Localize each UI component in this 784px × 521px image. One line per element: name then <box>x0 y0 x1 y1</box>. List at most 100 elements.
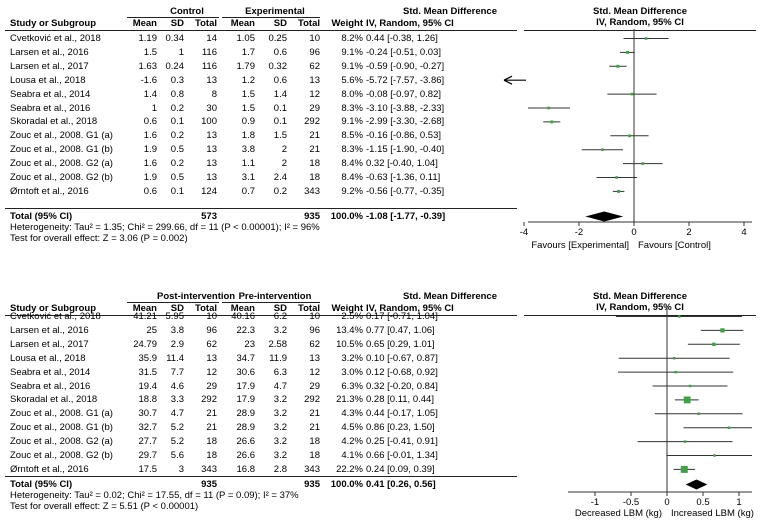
weight-value: 9.2% <box>341 185 363 197</box>
study-name: Cvetković et al., 2018 <box>10 33 101 44</box>
cell-value: 23 <box>244 338 255 350</box>
cell-value: 292 <box>304 116 320 128</box>
ci-value: 0.44 [-0.38, 1.26] <box>366 33 438 44</box>
ci-value: -0.56 [-0.77, -0.35] <box>366 185 445 197</box>
weight-value: 4.2% <box>341 436 363 448</box>
cell-value: 1.6 <box>143 158 157 170</box>
cell-value: 0.34 <box>165 33 185 44</box>
cell-value: 0.9 <box>241 116 255 128</box>
ci-value: 0.77 [0.47, 1.06] <box>366 324 435 336</box>
group-header-left: Post-intervention <box>157 291 236 302</box>
study-name: Seabra et al., 2016 <box>10 102 91 114</box>
ci-value: -0.24 [-0.51, 0.03] <box>366 46 441 58</box>
ci-value: 0.44 [-0.17, 1.05] <box>366 408 438 420</box>
ci-value: -0.08 [-0.97, 0.82] <box>366 88 441 100</box>
point-estimate <box>713 454 716 457</box>
cell-value: 16.8 <box>236 463 256 475</box>
column-header: Mean <box>132 18 157 29</box>
cell-value: 1.5 <box>273 130 287 142</box>
cell-value: 0.2 <box>170 130 184 142</box>
cell-value: 21 <box>309 144 320 156</box>
cell-value: 1.05 <box>236 33 256 44</box>
cell-value: 1 <box>151 102 157 114</box>
favours-left-label: Favours [Experimental] <box>531 240 629 251</box>
study-name: Zouc et al., 2008. G1 (a) <box>10 130 113 142</box>
weight-value: 5.6% <box>341 74 363 86</box>
ci-value: 0.17 [-0.71, 1.04] <box>366 311 438 322</box>
ci-value: -0.63 [-1.36, 0.11] <box>366 172 441 183</box>
summary-diamond <box>685 479 708 490</box>
point-estimate <box>644 37 648 40</box>
cell-value: 5.95 <box>165 311 185 322</box>
cell-value: 2.4 <box>273 172 287 183</box>
cell-value: 30.7 <box>138 408 158 420</box>
cell-value: 2.9 <box>170 338 184 350</box>
cell-value: 3.3 <box>170 394 184 406</box>
group-underline-left <box>127 17 219 18</box>
study-name: Zouc et al., 2008. G2 (a) <box>10 158 113 170</box>
ci-value: -1.15 [-1.90, -0.40] <box>366 144 445 156</box>
ci-value: 0.28 [0.11, 0.44] <box>366 394 434 406</box>
cell-value: 7.7 <box>170 366 184 378</box>
cell-value: 1.63 <box>138 60 158 72</box>
heterogeneity-text: Heterogeneity: Tau² = 0.02; Chi² = 17.55… <box>10 490 299 501</box>
point-estimate <box>617 189 621 193</box>
study-name: Ørntoft et al., 2016 <box>10 185 89 197</box>
cell-value: 27.7 <box>138 436 158 448</box>
cell-value: 343 <box>304 185 320 197</box>
ci-value: 0.65 [0.29, 1.01] <box>366 338 435 350</box>
total-rule <box>5 208 517 209</box>
cell-value: 1.5 <box>241 102 255 114</box>
cell-value: 62 <box>309 338 320 350</box>
cell-value: 1.79 <box>236 60 256 72</box>
cell-value: 0.7 <box>241 185 255 197</box>
group-underline-right <box>222 302 320 303</box>
cell-value: 3.2 <box>273 450 287 461</box>
cell-value: 4.7 <box>273 380 287 392</box>
plot-subtitle: IV, Random, 95% CI <box>596 17 684 28</box>
cell-value: 0.2 <box>273 185 287 197</box>
plot-header-rule <box>524 30 756 31</box>
column-header: Mean <box>230 303 255 314</box>
total-weight: 100.0% <box>330 479 363 490</box>
cell-value: 18 <box>309 172 320 183</box>
cell-value: 1.2 <box>241 74 255 86</box>
cell-value: 3.8 <box>241 144 255 156</box>
effect-header: Std. Mean Difference <box>403 291 497 302</box>
weight-value: 9.1% <box>341 60 363 72</box>
cell-value: 2.58 <box>268 338 288 350</box>
group-header-right: Pre-intervention <box>238 291 312 302</box>
cell-value: 17.5 <box>138 463 158 475</box>
ci-value: 0.12 [-0.68, 0.92] <box>366 366 438 378</box>
cell-value: 32.7 <box>138 422 158 434</box>
cell-value: 5.6 <box>170 450 184 461</box>
study-name: Zouc et al., 2008. G2 (b) <box>10 450 113 461</box>
cell-value: 18 <box>206 436 217 448</box>
cell-value: 13 <box>206 74 217 86</box>
ci-value: -0.16 [-0.86, 0.53] <box>366 130 441 142</box>
x-tick-label: 0.5 <box>696 497 710 508</box>
weight-value: 9.1% <box>341 116 363 128</box>
cell-value: 8 <box>211 88 217 100</box>
cell-value: 11.4 <box>166 352 184 364</box>
cell-value: 0.8 <box>170 88 184 100</box>
cell-value: 6.3 <box>273 366 287 378</box>
cell-value: 12 <box>309 366 320 378</box>
cell-value: 0.24 <box>165 60 185 72</box>
x-tick-label: 2 <box>686 227 692 238</box>
plot-subtitle: IV, Random, 95% CI <box>596 302 684 313</box>
study-name: Seabra et al., 2014 <box>10 366 91 378</box>
weight-value: 3.0% <box>341 366 363 378</box>
study-name: Lousa et al., 2018 <box>10 74 86 86</box>
column-header: Study or Subgroup <box>10 18 97 29</box>
cell-value: 18 <box>309 158 320 170</box>
point-estimate <box>672 356 676 360</box>
cell-value: 25 <box>146 324 157 336</box>
cell-value: 18 <box>206 450 217 461</box>
cell-value: 2.8 <box>273 463 287 475</box>
cell-value: 343 <box>201 463 217 475</box>
weight-value: 8.5% <box>341 130 363 142</box>
point-estimate <box>727 426 731 429</box>
x-tick-label: -4 <box>519 227 529 238</box>
cell-value: 1.6 <box>143 130 157 142</box>
